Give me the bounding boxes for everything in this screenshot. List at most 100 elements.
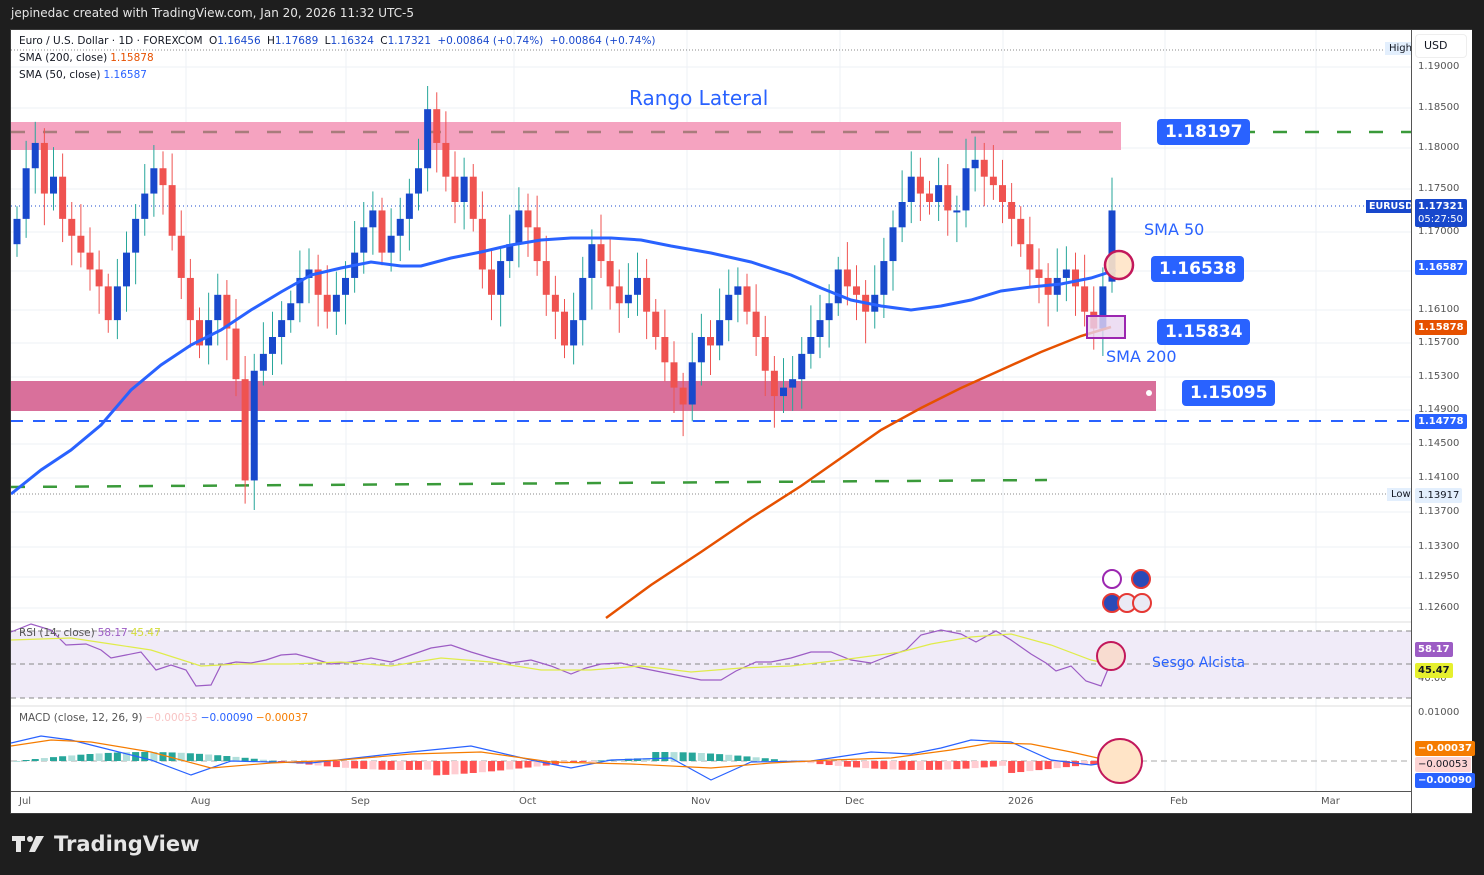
macd-histogram-bar xyxy=(196,753,203,761)
macd-histogram-bar xyxy=(506,761,514,770)
macd-marker xyxy=(1097,738,1143,784)
candle xyxy=(40,142,48,194)
macd-histogram-bar xyxy=(734,755,742,761)
sma200-price-box[interactable]: 1.15834 xyxy=(1157,319,1251,345)
macd-histogram-bar xyxy=(250,758,258,761)
rsi-line xyxy=(11,623,1119,687)
candle xyxy=(141,193,149,219)
symbol-legend: Euro / U.S. Dollar · 1D · FOREXCOM O1.16… xyxy=(19,35,656,47)
macd-histogram-bar xyxy=(889,761,897,770)
candle xyxy=(926,193,933,202)
candle xyxy=(980,159,988,177)
high-value: 1.17689 xyxy=(274,35,319,47)
macd-histogram-bar xyxy=(214,755,222,761)
sma50-price-box[interactable]: 1.16538 xyxy=(1151,256,1245,282)
macd-histogram-bar xyxy=(259,759,267,761)
candle xyxy=(296,277,304,304)
macd-histogram-bar xyxy=(469,761,477,773)
candle xyxy=(1035,269,1043,278)
candle xyxy=(241,379,249,481)
candle xyxy=(551,294,559,312)
sma200-line xyxy=(605,325,1112,620)
chart-frame[interactable]: Euro / U.S. Dollar · 1D · FOREXCOM O1.16… xyxy=(10,29,1475,814)
candle xyxy=(935,185,943,202)
macd-histogram-bar xyxy=(515,761,523,769)
tradingview-logo[interactable]: TradingView xyxy=(12,832,199,856)
candle xyxy=(196,320,203,346)
macd-histogram-bar xyxy=(141,752,149,761)
macd-histogram-bar xyxy=(369,761,377,770)
candle xyxy=(880,261,888,295)
macd-histogram-bar xyxy=(77,754,85,761)
rsi-legend[interactable]: RSI (14, close) 58.17 45.47 xyxy=(19,627,161,639)
candle xyxy=(606,261,614,287)
macd-histogram-bar xyxy=(697,753,705,761)
currency-button[interactable]: USD xyxy=(1415,34,1467,58)
macd-histogram-bar xyxy=(424,761,432,770)
macd-histogram-bar xyxy=(278,761,286,762)
rsi-annotation[interactable]: Sesgo Alcista xyxy=(1152,655,1246,671)
range-title[interactable]: Rango Lateral xyxy=(629,86,769,110)
macd-histogram-bar xyxy=(880,761,888,770)
candle xyxy=(488,269,495,295)
candle xyxy=(734,286,742,295)
candle xyxy=(780,387,787,397)
candle xyxy=(834,269,842,304)
macd-histogram-bar xyxy=(433,761,441,776)
symbol-title[interactable]: Euro / U.S. Dollar · 1D · FOREXCOM xyxy=(19,35,203,47)
macd-histogram-bar xyxy=(31,759,39,761)
low-tag: Low xyxy=(1387,488,1415,501)
macd-histogram-bar xyxy=(460,761,468,774)
support-price-box[interactable]: 1.15095 xyxy=(1182,380,1276,406)
macd-histogram-bar xyxy=(1044,761,1052,770)
rsi-ma-badge: 45.47 xyxy=(1415,663,1453,678)
candle xyxy=(725,294,733,321)
price-scale[interactable]: USD 1.19000 1.18500 1.18000 1.17500 1.17… xyxy=(1411,30,1475,813)
macd-histogram-bar xyxy=(86,754,94,761)
chart-canvas[interactable] xyxy=(11,30,1411,791)
macd-histogram-bar xyxy=(935,761,943,770)
candle xyxy=(652,311,660,337)
macd-legend[interactable]: MACD (close, 12, 26, 9) −0.00053 −0.00090−… xyxy=(19,712,309,724)
macd-histogram-bar xyxy=(862,761,870,769)
bar-countdown: 05:27:50 xyxy=(1418,214,1463,225)
candle xyxy=(916,176,924,194)
candle xyxy=(889,227,897,262)
sma50-touch-marker xyxy=(1103,249,1135,281)
macd-histogram-bar xyxy=(816,761,824,765)
candle xyxy=(22,168,30,219)
candle xyxy=(314,269,322,295)
candle xyxy=(789,379,797,388)
last-price-badge: 1.17321 05:27:50 xyxy=(1415,199,1467,227)
macd-histogram-bar xyxy=(770,759,778,761)
macd-histogram-bar xyxy=(971,761,979,769)
macd-histogram-bar xyxy=(113,752,121,761)
macd-histogram-bar xyxy=(150,752,158,761)
macd-histogram-bar xyxy=(442,761,450,775)
macd-histogram-bar xyxy=(843,761,851,767)
macd-histogram-bar xyxy=(670,752,678,761)
macd-histogram-bar xyxy=(378,761,386,770)
macd-histogram-bar xyxy=(652,752,660,761)
candle xyxy=(86,252,94,270)
sma50-annotation[interactable]: SMA 50 xyxy=(1144,220,1205,239)
macd-histogram-bar xyxy=(962,761,970,769)
macd-histogram-bar xyxy=(232,756,240,761)
candle xyxy=(570,320,578,346)
macd-histogram-bar xyxy=(68,755,76,761)
macd-line-badge: −0.00090 xyxy=(1415,773,1475,788)
candle xyxy=(469,176,477,219)
macd-histogram-bar xyxy=(323,761,331,767)
macd-histogram-bar xyxy=(953,761,961,770)
candle xyxy=(588,244,596,278)
candle xyxy=(424,109,432,169)
time-axis[interactable]: Jul Aug Sep Oct Nov Dec 2026 Feb Mar xyxy=(11,791,1411,813)
sma200-annotation[interactable]: SMA 200 xyxy=(1106,347,1177,366)
sma50-legend[interactable]: SMA (50, close) 1.16587 xyxy=(19,69,147,81)
resistance-price-box[interactable]: 1.18197 xyxy=(1157,119,1251,145)
macd-histogram-bar xyxy=(524,761,532,768)
macd-histogram-bar xyxy=(834,761,842,766)
macd-histogram-bar xyxy=(168,752,176,761)
candle xyxy=(59,176,67,219)
sma200-legend[interactable]: SMA (200, close) 1.15878 xyxy=(19,52,154,64)
